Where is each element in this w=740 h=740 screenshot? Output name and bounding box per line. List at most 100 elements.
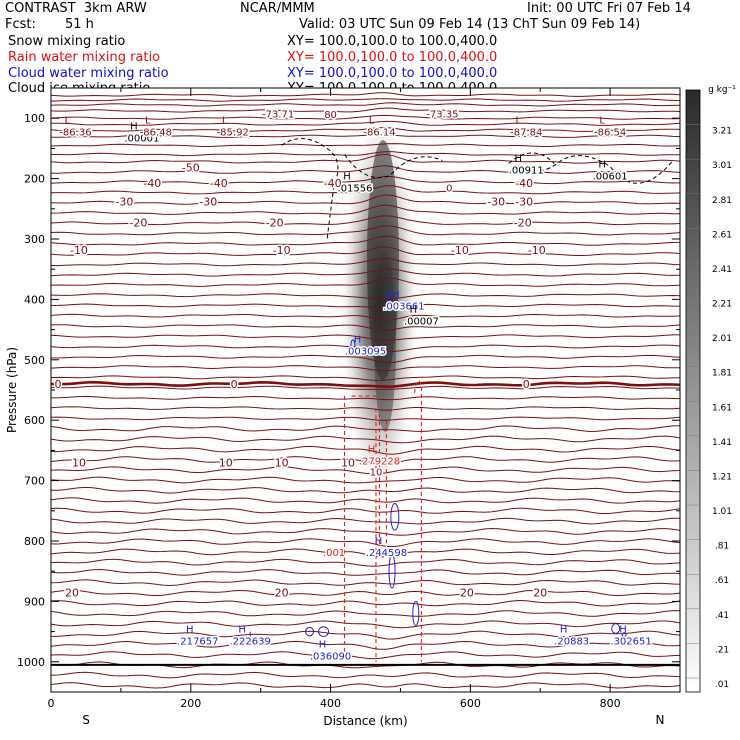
temperature-contour <box>50 527 681 536</box>
temperature-contour <box>50 651 681 660</box>
temperature-label: -10 <box>451 244 469 257</box>
upper-contour <box>50 143 681 148</box>
extremum-marker: H <box>560 625 568 636</box>
cloud-water-contour <box>621 632 627 637</box>
extremum-value: .00001 <box>124 133 159 144</box>
extremum-marker: H <box>343 172 351 183</box>
temperature-contour <box>50 334 681 341</box>
y-tick-label: 400 <box>24 293 45 306</box>
extremum-marker: L <box>222 115 228 126</box>
y-tick-label: 300 <box>24 233 45 246</box>
extremum-value: .279228 <box>359 457 400 468</box>
extremum-value: .01556 <box>338 184 373 195</box>
x-end-label-north: N <box>656 713 665 727</box>
extremum-marker: H <box>392 289 400 300</box>
temperature-label: -40 <box>143 177 161 190</box>
temperature-contour <box>50 466 681 475</box>
temperature-contour <box>50 548 681 558</box>
temperature-contour <box>50 558 681 567</box>
extremum-marker: H <box>319 640 327 651</box>
temperature-contour <box>50 610 681 617</box>
contour-label: 80 <box>324 110 337 121</box>
temperature-contour <box>50 185 681 195</box>
temperature-label: 20 <box>65 586 79 599</box>
temperature-contour <box>50 153 681 164</box>
cloud-water-contour <box>611 623 621 634</box>
x-axis-label: Distance (km) <box>323 714 407 728</box>
temperature-contour <box>50 313 681 321</box>
extremum-marker: H <box>238 625 246 636</box>
upper-contour <box>50 92 681 97</box>
colorbar-level-label: 1.61 <box>712 403 732 413</box>
temperature-label: -20 <box>514 217 532 230</box>
temperature-contour <box>50 671 681 679</box>
contour-label: 0 <box>446 184 452 195</box>
extremum-marker: H <box>514 154 522 165</box>
y-tick-label: 1000 <box>17 656 45 669</box>
temperature-contour <box>50 365 681 372</box>
colorbar-level-label: 1.21 <box>712 472 732 482</box>
cloud-water-contour <box>412 600 420 627</box>
snow-contour <box>512 155 674 184</box>
field-xy-snow: XY= 100.0,100.0 to 100.0,400.0 <box>287 34 498 49</box>
temperature-contour <box>50 246 681 256</box>
temperature-label: -30 <box>199 196 217 209</box>
temperature-contour <box>50 344 681 353</box>
temperature-label: -10 <box>273 244 291 257</box>
extremum-value: -87.84 <box>510 127 542 138</box>
cloud-water-contour <box>318 626 330 637</box>
colorbar-level-label: 3.01 <box>712 161 732 171</box>
temperature-contour <box>50 579 681 587</box>
colorbar-level-label: .81 <box>715 542 729 552</box>
temperature-label: -10 <box>70 244 88 257</box>
contour-label: 10 <box>370 468 383 479</box>
model-title: CONTRAST 3km ARW <box>5 1 147 16</box>
x-tick-label: 0 <box>48 697 55 710</box>
colorbar-level-label: 1.01 <box>712 507 732 517</box>
temperature-contour <box>50 268 681 277</box>
y-tick-label: 500 <box>24 354 45 367</box>
temperature-contour <box>50 682 681 689</box>
extremum-marker: L <box>515 115 521 126</box>
temperature-label: -50 <box>182 162 200 175</box>
extremum-marker: H <box>375 536 383 547</box>
extremum-value: .00601 <box>593 172 628 183</box>
valid-time: Valid: 03 UTC Sun 09 Feb 14 (13 ChT Sun … <box>299 17 641 32</box>
extremum-value: -86.14 <box>363 127 395 138</box>
y-tick-label: 200 <box>24 173 45 186</box>
colorbar-level-label: 2.61 <box>712 230 732 240</box>
temperature-contour <box>50 476 681 484</box>
temperature-contour <box>50 165 681 174</box>
zero-degree-contour <box>50 380 681 389</box>
extremum-value: -86.54 <box>594 127 626 138</box>
y-tick-label: 100 <box>24 112 45 125</box>
colorbar-level-label: 2.01 <box>712 334 732 344</box>
temperature-contour <box>50 375 681 381</box>
temperature-label: 10 <box>219 456 233 469</box>
colorbar-level-label: .41 <box>715 611 729 621</box>
field-xy-cloud-water: XY= 100.0,100.0 to 100.0,400.0 <box>287 66 498 81</box>
upper-contour <box>50 126 681 132</box>
extremum-marker: H <box>368 445 376 456</box>
extremum-marker: L <box>145 115 151 126</box>
y-tick-label: 900 <box>24 595 45 608</box>
temperature-label: -20 <box>266 217 284 230</box>
extremum-value: .222639 <box>230 637 271 648</box>
extremum-marker: L <box>369 115 375 126</box>
temperature-label: -10 <box>528 244 546 257</box>
extremum-marker: H <box>354 335 362 346</box>
extremum-marker: L <box>599 115 605 126</box>
extremum-value: .20883 <box>554 637 589 648</box>
upper-contour <box>50 151 681 157</box>
temperature-contour <box>50 517 680 525</box>
temperature-label: -40 <box>515 177 533 190</box>
temperature-contour <box>50 435 681 444</box>
extremum-value: -86.48 <box>140 127 172 138</box>
temperature-contour <box>50 194 681 205</box>
upper-contour <box>50 102 681 107</box>
field-name-snow: Snow mixing ratio <box>8 34 126 49</box>
temperature-contour <box>51 630 681 640</box>
temperature-contour <box>50 538 681 548</box>
extremum-marker: H <box>130 121 138 132</box>
